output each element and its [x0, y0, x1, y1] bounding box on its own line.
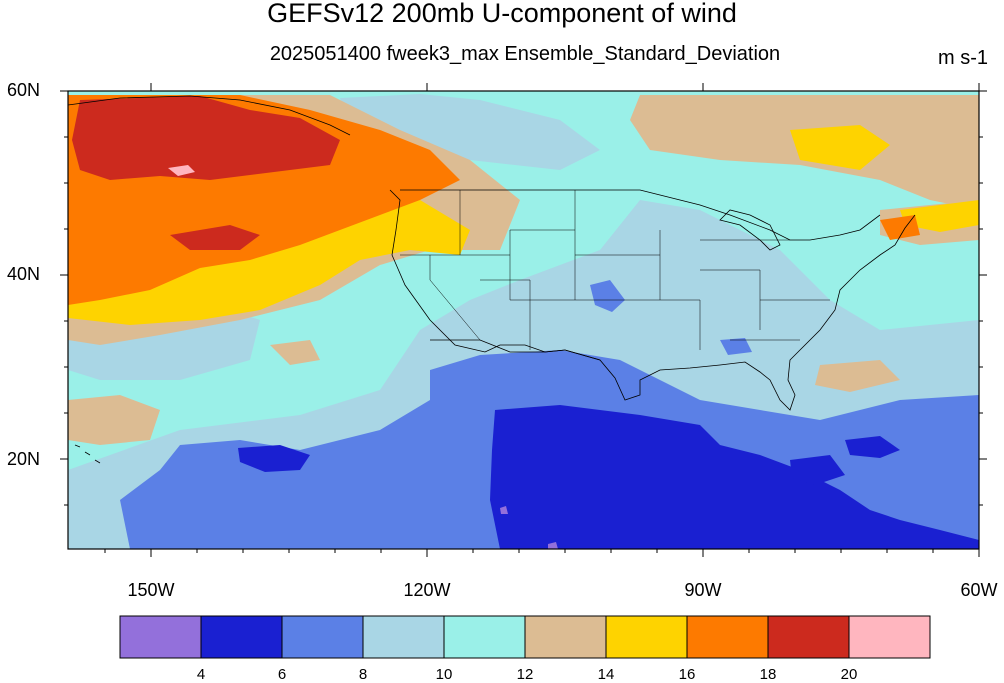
map-frame	[67, 90, 980, 550]
field-region-4-6	[490, 405, 979, 549]
colorbar-tick-label: 14	[597, 666, 615, 683]
field-region-14-16	[900, 200, 979, 232]
colorbar-box	[200, 615, 283, 659]
field-region-6-8	[590, 280, 625, 312]
field-region-6-8	[720, 338, 752, 355]
colorbar-tick-label: 4	[196, 666, 206, 683]
coastlines-and-borders	[68, 95, 916, 464]
field-region-4-6	[845, 436, 900, 458]
field-region-4-6	[790, 455, 845, 485]
field-region-18-20	[72, 96, 340, 180]
lon-label-120w: 120W	[403, 580, 451, 600]
alaska-coastline	[68, 95, 351, 136]
field-region-14-16	[790, 125, 890, 170]
hawaii-islands	[74, 444, 101, 464]
colorbar-box	[524, 615, 607, 659]
colorbar-tick-label: 10	[435, 666, 453, 683]
lat-label-60n: 60N	[6, 80, 40, 100]
colorbar-tick-label: 6	[277, 666, 287, 683]
colorbar-box	[605, 615, 688, 659]
colorbar-box	[281, 615, 364, 659]
lon-label-60w: 60W	[960, 580, 998, 600]
chart-title: GEFSv12 200mb U-component of wind	[267, 0, 737, 28]
lon-label-150w: 150W	[127, 580, 175, 600]
axis-ticks	[60, 83, 987, 557]
colorbar-box	[362, 615, 445, 659]
colorbar-tick-label: 16	[678, 666, 696, 683]
field-region-18-20	[170, 225, 260, 250]
us-canada-border	[400, 189, 881, 241]
field-region-4-6	[238, 445, 310, 472]
field-region-lt-4	[500, 506, 508, 514]
colorbar-tick-label: 20	[840, 666, 858, 683]
state-lines	[400, 190, 830, 350]
colorbar-tick-label: 12	[516, 666, 534, 683]
colorbar-box	[848, 615, 931, 659]
great-lakes	[719, 209, 781, 251]
units-label: m s-1	[938, 47, 988, 69]
field-region-gt-20	[168, 165, 195, 176]
colorbar-box	[119, 615, 202, 659]
colorbar-tick-label: 18	[759, 666, 777, 683]
lon-label-90w: 90W	[684, 580, 722, 600]
field-region-lt-4	[548, 542, 558, 549]
colorbar-tick-label: 8	[358, 666, 368, 683]
colorbar	[119, 615, 931, 659]
colorbar-box	[443, 615, 526, 659]
chart-subtitle: 2025051400 fweek3_max Ensemble_Standard_…	[269, 43, 781, 65]
colorbar-box	[686, 615, 769, 659]
lat-label-40n: 40N	[6, 264, 40, 284]
colorbar-box	[767, 615, 850, 659]
field-region-12-14	[815, 360, 900, 392]
lat-label-20n: 20N	[6, 449, 40, 469]
north-america-coastline	[389, 189, 916, 411]
us-mexico-border	[430, 339, 601, 361]
wind-std-field	[68, 91, 979, 549]
field-region-12-14	[270, 340, 320, 365]
field-region-12-14	[68, 395, 160, 445]
field-region-8-10	[340, 94, 600, 170]
